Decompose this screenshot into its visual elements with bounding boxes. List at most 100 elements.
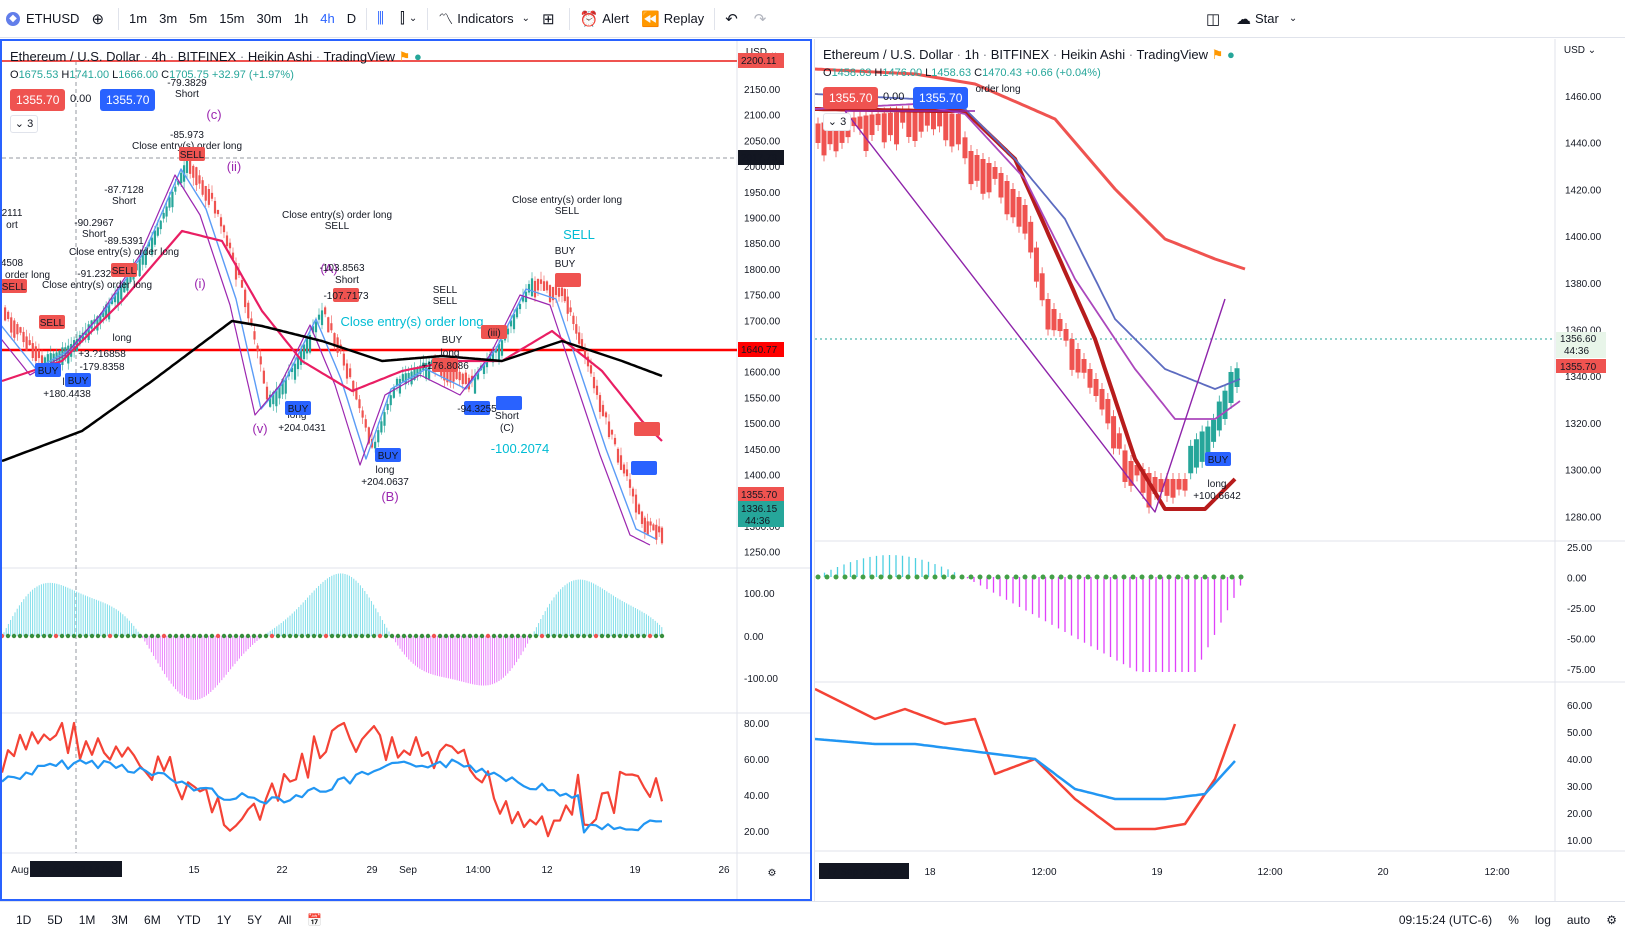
osc-dot (539, 633, 545, 639)
candle (219, 217, 223, 227)
replay-button[interactable]: ⏪ Replay (635, 0, 710, 38)
candle (512, 314, 516, 330)
interval-30m[interactable]: 30m (256, 11, 282, 26)
candle (81, 332, 84, 341)
osc-dot (203, 633, 209, 639)
osc-dot (113, 633, 119, 639)
trade-annotation: -79.3829 (167, 78, 207, 89)
redo-button[interactable]: ↷ (748, 0, 777, 38)
templates-button[interactable]: ⊞ (536, 0, 565, 38)
candle (1081, 359, 1087, 373)
candle (195, 167, 198, 186)
undo-button[interactable]: ↶ (719, 0, 748, 38)
candle (482, 364, 486, 375)
sell-button[interactable]: 1355.70 (10, 89, 66, 111)
interval-5m[interactable]: 5m (189, 11, 208, 26)
range-all[interactable]: All (278, 913, 292, 927)
range-1m[interactable]: 1M (78, 913, 96, 927)
range-ytd[interactable]: YTD (176, 913, 201, 927)
osc-dot (83, 633, 89, 639)
interval-1m[interactable]: 1m (129, 11, 148, 26)
calendar-icon: 📅 (307, 913, 323, 927)
osc-dot (185, 633, 191, 639)
ohlc-high: 1476.00 (882, 67, 923, 79)
osc-dot (11, 633, 17, 639)
chart-type-button[interactable]: ⫿ ⌄ (394, 0, 423, 38)
candle (494, 348, 498, 353)
osc-dot (1094, 574, 1100, 580)
candle (1033, 247, 1039, 282)
osc-dot (1022, 574, 1028, 580)
auto-toggle[interactable]: auto (1566, 913, 1591, 927)
candle (601, 404, 605, 417)
range-5d[interactable]: 5D (47, 913, 63, 927)
range-6m[interactable]: 6M (144, 913, 161, 927)
interval-d[interactable]: D (346, 11, 357, 26)
osc-dot (293, 633, 299, 639)
range-5y[interactable]: 5Y (247, 913, 263, 927)
candle (616, 448, 620, 463)
rsi-red-line (815, 687, 1237, 831)
compare-button[interactable]: ⊕ (85, 0, 114, 38)
candle (404, 373, 407, 385)
chart-canvas-1h[interactable]: USD ⌄ 1460.00 1440.00 1420.00 1400.00 1380.00… (815, 39, 1625, 901)
candle (1075, 349, 1081, 373)
chart-canvas-4h[interactable]: USD ⌄ 2150.00 2100.00 2050.00 2000.00 1950.00… (2, 41, 810, 899)
chart-pane-4h[interactable]: USD ⌄ 2150.00 2100.00 2050.00 2000.00 1950.00… (0, 39, 812, 901)
layout-button[interactable]: ◫ (1200, 0, 1230, 38)
trade-annotation: order long (975, 84, 1020, 95)
chart-pane-1h[interactable]: USD ⌄ 1460.00 1440.00 1420.00 1400.00 1380.00… (814, 39, 1625, 901)
osc-dot (569, 633, 575, 639)
candle (272, 392, 275, 405)
candle (631, 488, 635, 497)
osc-dot (1004, 574, 1010, 580)
candle (1170, 479, 1176, 498)
go-to-date-button[interactable]: 📅 (299, 913, 330, 927)
sell-badge-bg (481, 325, 507, 339)
bars-style-button[interactable]: ⫼ (371, 0, 394, 38)
range-1y[interactable]: 1Y (216, 913, 232, 927)
candle (548, 285, 552, 303)
buy-button[interactable]: 1355.70 (100, 89, 156, 111)
buy-button[interactable]: 1355.70 (913, 87, 969, 109)
interval-15m[interactable]: 15m (219, 11, 245, 26)
candle (1057, 319, 1063, 332)
candle (123, 281, 126, 293)
divider (366, 7, 368, 30)
osc-dot (959, 574, 965, 580)
indicator-toggle[interactable]: ⌄ 3 (823, 113, 851, 131)
candle (533, 280, 537, 298)
candle (290, 367, 294, 373)
symbol-search[interactable]: ◆ ETHUSD (0, 0, 85, 38)
candle (174, 186, 177, 192)
sell-button[interactable]: 1355.70 (823, 87, 879, 109)
time-tick: 26 (718, 865, 730, 876)
sell-badge-bg (333, 288, 359, 302)
range-1d[interactable]: 1D (16, 913, 32, 927)
indicator-count: 3 (840, 116, 847, 128)
indicators-button[interactable]: 〽 Indicators ⌄ (432, 0, 536, 38)
candle (839, 119, 845, 143)
star-button[interactable]: ☁ Star ⌄ (1230, 0, 1303, 38)
indicator-toggle[interactable]: ⌄ 3 (10, 115, 38, 133)
interval-1h[interactable]: 1h (293, 11, 309, 26)
osc-tick: -50.00 (1567, 635, 1596, 646)
alert-button[interactable]: ⏰ Alert (574, 0, 635, 38)
osc-dot (53, 633, 59, 639)
rsi-tick: 60.00 (744, 755, 769, 766)
clock[interactable]: 09:15:24 (UTC-6) (1398, 913, 1493, 927)
osc-dot (305, 633, 311, 639)
log-toggle[interactable]: log (1534, 913, 1551, 927)
candle (473, 375, 477, 394)
osc-dot (521, 633, 527, 639)
interval-3m[interactable]: 3m (159, 11, 178, 26)
osc-dot (371, 633, 377, 639)
trade-annotation: (B) (381, 489, 398, 504)
trade-annotation: Close entry(s) order long (340, 314, 483, 329)
osc-dot (1184, 574, 1190, 580)
interval-4h[interactable]: 4h (320, 11, 335, 26)
percent-toggle[interactable]: % (1508, 913, 1519, 927)
candle (452, 369, 455, 382)
settings-button[interactable]: ⚙ (1598, 913, 1625, 927)
range-3m[interactable]: 3M (111, 913, 129, 927)
